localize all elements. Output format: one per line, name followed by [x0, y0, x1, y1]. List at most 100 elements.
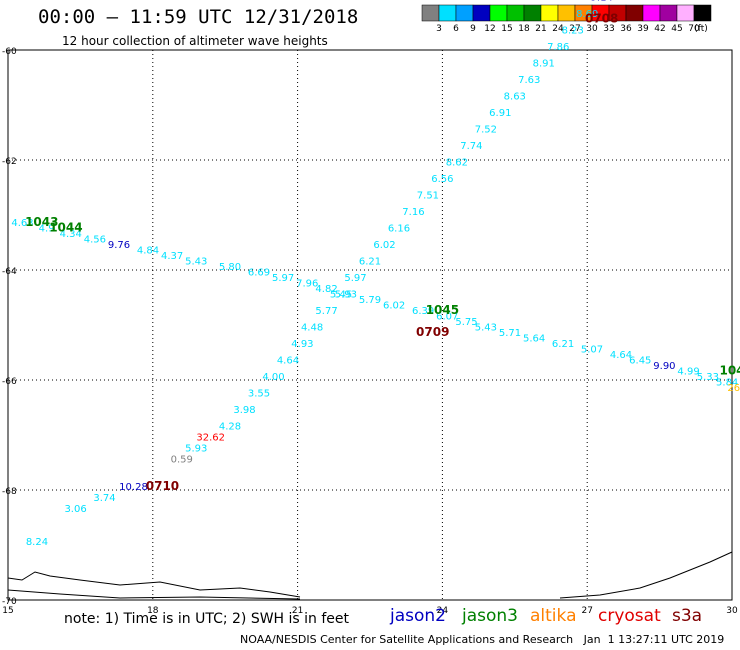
color-scale-label: 3 [436, 24, 442, 34]
wave-height-point: 6.69 [248, 268, 270, 279]
wave-height-point: 3.98 [233, 405, 255, 416]
wave-height-point: 8.63 [504, 92, 526, 103]
wave-height-point: 5.43 [185, 257, 207, 268]
color-swatch [523, 4, 542, 22]
color-scale-label: 70 [688, 24, 700, 34]
color-scale-label: 21 [535, 24, 546, 34]
wave-height-point: 7.52 [475, 125, 497, 136]
color-scale-label: 30 [586, 24, 598, 34]
plot-area: 15 18 21 24 27 30 -60 -62 -64 -66 -68 -70 4.63 4.9 4.3… [2, 0, 740, 616]
color-scale-label: 42 [654, 24, 665, 34]
color-scale-label: 6 [453, 24, 459, 34]
wave-height-point: 4.28 [219, 422, 241, 433]
wave-height-point: 8.24 [26, 537, 48, 548]
wave-height-point: 9.76 [108, 240, 130, 251]
wave-height-point: 6.91 [489, 108, 511, 119]
pass-time-label: 0709 [416, 325, 449, 339]
wave-height-point: 5.97 [344, 273, 366, 284]
wave-height-point: 3.55 [248, 389, 270, 400]
wave-height-point: 7.16 [402, 207, 424, 218]
plot-frame [7, 49, 733, 601]
wave-height-point: 6.16 [388, 224, 410, 235]
wave-height-point: 7.63 [518, 75, 540, 86]
wave-height-point: 4.34 [60, 229, 82, 240]
wave-height-point: 5.80 [219, 262, 241, 273]
wave-height-point: 4.63 [11, 218, 33, 229]
coastline-west [7, 571, 301, 598]
wave-height-point: 6.02 [383, 301, 405, 312]
wave-height-point: 6.56 [431, 174, 453, 185]
wave-height-point: 9.90 [653, 361, 675, 372]
color-swatch [438, 4, 457, 22]
wave-height-point: 5.45 [330, 290, 352, 301]
wave-height-point: 5.79 [359, 295, 381, 306]
wave-height-point: 5.84 [716, 378, 738, 389]
y-tick-label: -70 [2, 597, 17, 607]
y-tick-label: -62 [2, 157, 17, 167]
wave-height-point: 3.74 [93, 493, 115, 504]
y-tick-label: -68 [2, 487, 17, 497]
wave-height-point: 4.84 [137, 246, 159, 257]
wave-height-point: 4.9 [39, 224, 55, 235]
wave-height-point: 8.91 [533, 59, 555, 70]
wave-height-point: 7.96 [296, 279, 318, 290]
wave-height-point: 4.64 [610, 350, 632, 361]
wave-height-point: 4.48 [301, 323, 323, 334]
chart-subtitle: 12 hour collection of altimeter wave hei… [62, 34, 328, 48]
wave-height-point: 4.00 [262, 372, 284, 383]
pass-time-label: 0710 [146, 479, 179, 493]
wave-height-point: 4.82 [315, 284, 337, 295]
satellite-legend-jason2: jason2 [390, 606, 446, 626]
color-swatch [421, 4, 440, 22]
wave-height-point: 5.93 [335, 290, 357, 301]
pass-time-label: 0708 [585, 12, 618, 26]
y-tick-label: -60 [2, 47, 17, 57]
x-tick-label: 15 [2, 606, 13, 616]
pass-time-label: 1043 [25, 215, 58, 229]
color-swatch [540, 4, 559, 22]
color-swatch [676, 4, 695, 22]
x-tick-label: 21 [292, 606, 303, 616]
y-tick-label: -66 [2, 377, 17, 387]
x-tick-label: 27 [581, 606, 592, 616]
credit-line: NOAA/NESDIS Center for Satellite Applica… [240, 633, 725, 646]
wave-height-point: 10.28 [119, 482, 148, 493]
wave-height-point: 32.62 [196, 433, 225, 444]
wave-height-point: 6.21 [552, 339, 574, 350]
wave-height-point: 0.59 [171, 455, 193, 466]
color-swatch [557, 4, 576, 22]
wave-height-point: 4.37 [161, 251, 183, 262]
wave-height-point: 6.45 [629, 356, 651, 367]
color-swatch [693, 4, 712, 22]
color-swatch [642, 4, 661, 22]
wave-height-point: 7.74 [460, 141, 482, 152]
color-swatch [659, 4, 678, 22]
color-swatch [472, 4, 491, 22]
wave-height-point: 8.23 [562, 26, 584, 37]
color-swatch [455, 4, 474, 22]
satellite-legend-s3a: s3a [672, 606, 703, 626]
x-tick-label: 24 [437, 606, 449, 616]
color-scale-label: 39 [637, 24, 649, 34]
color-scale-label: 45 [671, 24, 682, 34]
wave-height-point: 5.71 [499, 328, 521, 339]
satellite-legend-altika: altika [530, 606, 577, 626]
color-scale-label: 27 [569, 24, 580, 34]
color-scale-label: 36 [620, 24, 632, 34]
color-swatch [506, 4, 525, 22]
pass-time-label: 1044 [49, 221, 82, 235]
satellite-legend-jason3: jason3 [462, 606, 518, 626]
color-scale-label: 18 [518, 24, 530, 34]
wave-height-point: 4.99 [677, 367, 699, 378]
wave-height-point: 5.33 [697, 372, 719, 383]
wave-height-point: 6.39 [412, 306, 434, 317]
color-scale-label: 9 [470, 24, 476, 34]
x-tick-label: 30 [726, 606, 738, 616]
wave-height-point: 7.86 [547, 42, 569, 53]
chart-title: 00:00 – 11:59 UTC 12/31/2018 [38, 6, 359, 28]
y-tick-label: -64 [2, 267, 17, 277]
wave-height-point: 6.21 [359, 257, 381, 268]
wave-height-point: 3.06 [64, 504, 86, 515]
color-scale-unit: (ft) [694, 24, 708, 34]
wave-height-point: 5.07 [581, 345, 603, 356]
